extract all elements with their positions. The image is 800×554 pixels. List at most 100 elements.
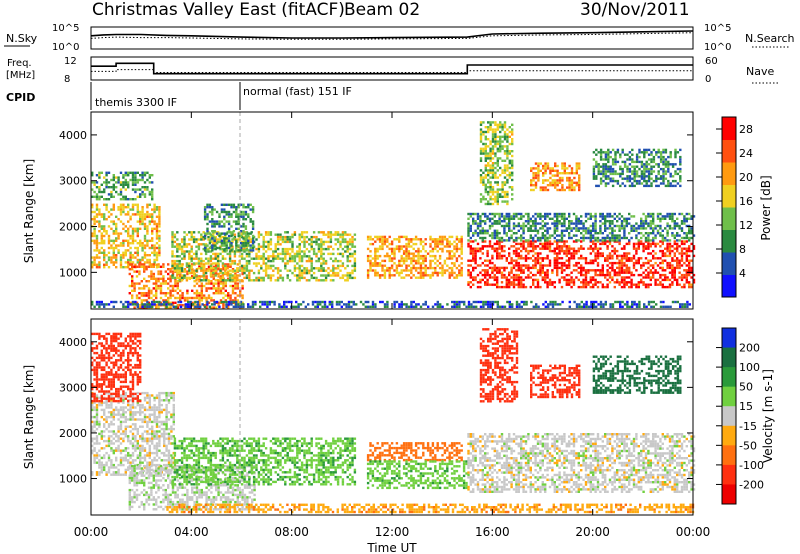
colorbar-tick-label: 20 (739, 171, 753, 184)
heatmap-region (91, 391, 175, 476)
colorbar-swatch (722, 386, 736, 407)
power-x-ticks (90, 112, 694, 309)
freq-tick-low: 8 (64, 74, 70, 85)
power-y-axis-label: Slant Range [km] (22, 159, 36, 263)
colorbar-swatch (722, 367, 736, 388)
colorbar-swatch (722, 162, 736, 185)
nave-tick-low: 0 (705, 74, 711, 85)
nsearch-tick-low: 10^0 (704, 42, 731, 53)
colorbar-swatch (722, 464, 736, 485)
power-colorbar-frame (721, 116, 737, 298)
cpid-strip: CPID themis 3300 IF normal (fast) 151 IF (6, 82, 352, 110)
heatmap-region (91, 171, 154, 201)
colorbar-swatch (722, 347, 736, 368)
colorbar-tick-label: 4 (739, 267, 746, 280)
colorbar-swatch (722, 207, 736, 230)
y-tick-label: 4000 (59, 129, 87, 142)
velocity-colorbar-ticks: 200 100 50 15 -15 -50 -100 -200 (716, 342, 764, 491)
freq-strip: Freq. [MHz] 12 8 60 0 Nave (6, 56, 778, 85)
time-tick-label: 00:00 (74, 525, 109, 539)
freq-frame (90, 56, 694, 81)
noise-strip: N.Sky 10^5 10^0 10^5 10^0 N.Search (4, 23, 795, 53)
y-tick-label: 3000 (59, 381, 87, 394)
cpid-mode-2: normal (fast) 151 IF (243, 85, 352, 98)
colorbar-swatch (722, 139, 736, 163)
colorbar-tick-label: 24 (739, 147, 753, 160)
time-tick-label: 20:00 (575, 525, 610, 539)
velocity-y-axis-label: Slant Range [km] (22, 365, 36, 469)
heatmap-region (166, 503, 695, 514)
plot-title: Christmas Valley East (fitACF) (92, 0, 345, 20)
freq-unit-label: [MHz] (6, 70, 35, 81)
nsearch-label: N.Search (745, 32, 795, 45)
cpid-label: CPID (6, 91, 35, 104)
heatmap-region (91, 300, 691, 308)
y-tick-label: 2000 (59, 221, 87, 234)
colorbar-tick-label: 15 (739, 400, 753, 413)
heatmap-region (91, 332, 142, 403)
nsky-tick-low: 10^0 (52, 42, 79, 53)
heatmap-region (592, 148, 682, 188)
y-tick-label: 1000 (59, 473, 87, 486)
y-tick-label: 2000 (59, 427, 87, 440)
heatmap-region (171, 231, 357, 282)
nsearch-tick-high: 10^5 (704, 23, 731, 34)
colorbar-swatch (722, 484, 736, 505)
power-colorbar-label: Power [dB] (759, 175, 773, 240)
cpid-mode-1: themis 3300 IF (95, 96, 177, 109)
colorbar-tick-label: 16 (739, 195, 753, 208)
date-label: 30/Nov/2011 (580, 0, 690, 20)
beam-label: Beam 02 (344, 0, 420, 20)
time-tick-labels: 00:00 04:00 08:00 12:00 16:00 20:00 00:00 (74, 525, 711, 539)
colorbar-tick-label: 100 (739, 361, 760, 374)
heatmap-region (366, 235, 463, 279)
velocity-data (91, 328, 696, 514)
y-tick-label: 1000 (59, 266, 87, 279)
power-colorbar: 4 8 12 16 20 24 28 Power [dB] (716, 116, 773, 298)
time-tick-label: 12:00 (375, 525, 410, 539)
colorbar-swatch (722, 252, 736, 275)
colorbar-swatch (722, 274, 736, 298)
nsearch-series (90, 32, 694, 40)
colorbar-swatch (722, 117, 736, 140)
power-colorbar-swatches (722, 117, 736, 298)
heatmap-region (479, 328, 519, 403)
power-y-ticks: 1000 2000 3000 4000 (59, 129, 693, 279)
velocity-colorbar: 200 100 50 15 -15 -50 -100 -200 Velocity [m s-1… (716, 327, 775, 505)
heatmap-region (203, 203, 255, 252)
heatmap-region (479, 121, 514, 206)
heatmap-region (530, 364, 581, 399)
power-panel: 1000 2000 3000 4000 Slant Range [km] (22, 111, 696, 310)
time-tick-label: 04:00 (174, 525, 209, 539)
heatmap-region (171, 437, 357, 486)
freq-tick-high: 12 (64, 56, 77, 67)
nave-series (91, 69, 693, 73)
heatmap-region (467, 240, 696, 289)
colorbar-swatch (722, 425, 736, 446)
nave-label: Nave (746, 65, 774, 78)
time-tick-label: 08:00 (274, 525, 309, 539)
colorbar-swatch (722, 406, 736, 427)
heatmap-region (366, 442, 463, 462)
colorbar-tick-label: 200 (739, 342, 760, 355)
velocity-colorbar-swatches (722, 328, 736, 505)
colorbar-tick-label: -15 (739, 420, 757, 433)
heatmap-region (128, 263, 244, 309)
colorbar-swatch (722, 445, 736, 466)
colorbar-tick-label: -100 (739, 459, 764, 472)
colorbar-tick-label: 50 (739, 381, 753, 394)
time-axis-label: Time UT (366, 541, 417, 554)
power-colorbar-ticks: 4 8 12 16 20 24 28 (716, 123, 753, 280)
power-data (91, 121, 696, 309)
nsky-series (90, 30, 694, 39)
heatmap-region (467, 212, 696, 242)
heatmap-region (91, 203, 161, 269)
nave-tick-high: 60 (705, 56, 718, 67)
heatmap-region (592, 355, 682, 394)
freq-series (91, 62, 693, 75)
colorbar-tick-label: 8 (739, 243, 746, 256)
velocity-colorbar-frame (721, 327, 737, 505)
colorbar-swatch (722, 229, 736, 253)
y-tick-label: 3000 (59, 175, 87, 188)
